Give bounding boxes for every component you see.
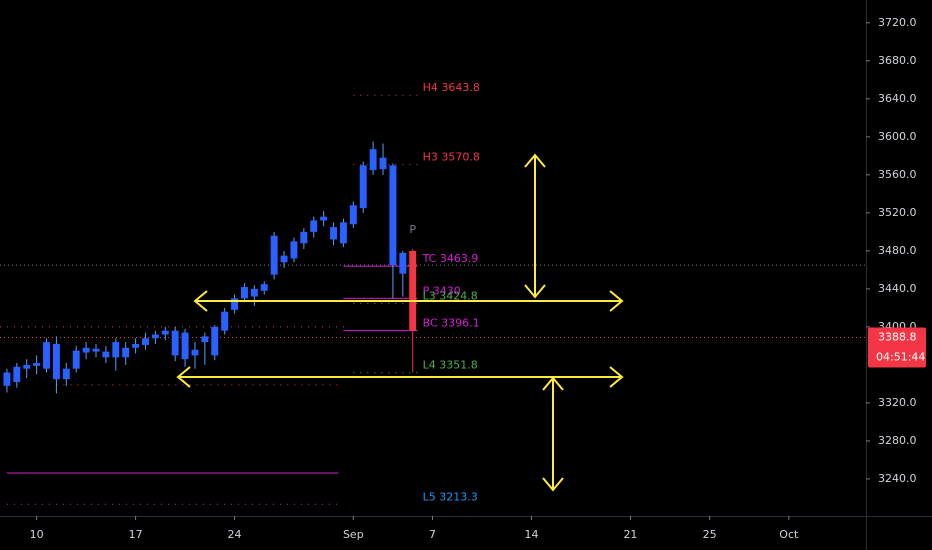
pivot-label: P 3430 <box>423 284 461 297</box>
y-tick-label: 3480.0 <box>878 244 917 257</box>
arrow <box>524 153 546 299</box>
countdown: 04:51:44 <box>876 351 925 364</box>
candle-body <box>151 334 159 339</box>
x-tick-label: 14 <box>524 528 538 541</box>
arrow <box>176 366 624 388</box>
price-tag <box>868 327 926 368</box>
candle-body <box>300 231 308 244</box>
candle-body <box>399 252 407 274</box>
candle-body <box>161 330 169 335</box>
candle-body <box>221 311 229 331</box>
candle-body <box>171 330 179 356</box>
candle-body <box>33 363 41 366</box>
candle-body <box>82 347 90 353</box>
x-tick-label: Sep <box>343 528 364 541</box>
candle-body <box>359 165 367 209</box>
x-tick-label: 10 <box>30 528 44 541</box>
candle-body <box>330 227 337 240</box>
candle-body <box>43 342 50 369</box>
y-tick-label: 3560.0 <box>878 168 917 181</box>
y-tick-label: 3520.0 <box>878 206 917 219</box>
candle-body <box>240 286 248 299</box>
price-tag-label: 3388.8 <box>878 331 917 344</box>
candle-body <box>349 205 357 225</box>
candle-body <box>320 216 328 221</box>
x-tick-label: 21 <box>623 528 637 541</box>
candle-body <box>132 344 140 348</box>
candle-body <box>260 284 268 291</box>
candle-body <box>102 351 110 358</box>
candle-body <box>112 342 120 358</box>
y-tick-label: 3440.0 <box>878 282 917 295</box>
candle-body <box>389 165 397 266</box>
candle-body <box>339 222 347 244</box>
annotation: P <box>409 223 416 236</box>
candle-body <box>369 149 377 171</box>
y-tick-label: 3280.0 <box>878 434 917 447</box>
candle-body <box>231 298 239 310</box>
candle-body <box>92 348 100 352</box>
candle-body <box>201 336 209 343</box>
candle-body <box>310 220 318 232</box>
candle-body <box>211 326 219 356</box>
y-tick-label: 3240.0 <box>878 472 917 485</box>
pivot-label: H3 3570.8 <box>423 151 480 164</box>
y-tick-label: 3720.0 <box>878 16 917 29</box>
candle-body <box>409 250 417 331</box>
candle-body <box>191 349 199 356</box>
candle-body <box>13 366 21 383</box>
pivot-label: TC 3463.9 <box>422 252 479 265</box>
pivot-label: L4 3351.8 <box>423 359 478 372</box>
pivot-label: L3 3424.8 <box>423 289 478 302</box>
candle-body <box>23 364 31 369</box>
candle-body <box>270 235 278 275</box>
pivot-label: L5 3213.3 <box>423 490 478 503</box>
drawings <box>176 153 624 492</box>
candle-body <box>142 338 149 345</box>
candle-body <box>52 344 60 380</box>
arrow <box>542 376 564 492</box>
pivot-label: H4 3643.8 <box>423 81 480 94</box>
candle-body <box>181 332 189 360</box>
candle-body <box>72 350 80 369</box>
candle-body <box>62 368 70 380</box>
candle-body <box>122 347 130 358</box>
candle-body <box>3 372 11 386</box>
candle-body <box>379 157 387 170</box>
x-tick-label: 24 <box>228 528 242 541</box>
candle-body <box>290 241 298 259</box>
y-tick-label: 3640.0 <box>878 92 917 105</box>
pivot-label: BC 3396.1 <box>423 317 480 330</box>
x-tick-label: 25 <box>703 528 717 541</box>
x-tick-label: 17 <box>129 528 143 541</box>
candle-body <box>250 288 258 297</box>
y-tick-label: 3680.0 <box>878 54 917 67</box>
y-tick-label: 3600.0 <box>878 130 917 143</box>
y-tick-label: 3320.0 <box>878 396 917 409</box>
x-tick-label: 7 <box>429 528 436 541</box>
candle-body <box>280 255 288 263</box>
x-tick-label: Oct <box>779 528 799 541</box>
arrow <box>193 290 624 312</box>
